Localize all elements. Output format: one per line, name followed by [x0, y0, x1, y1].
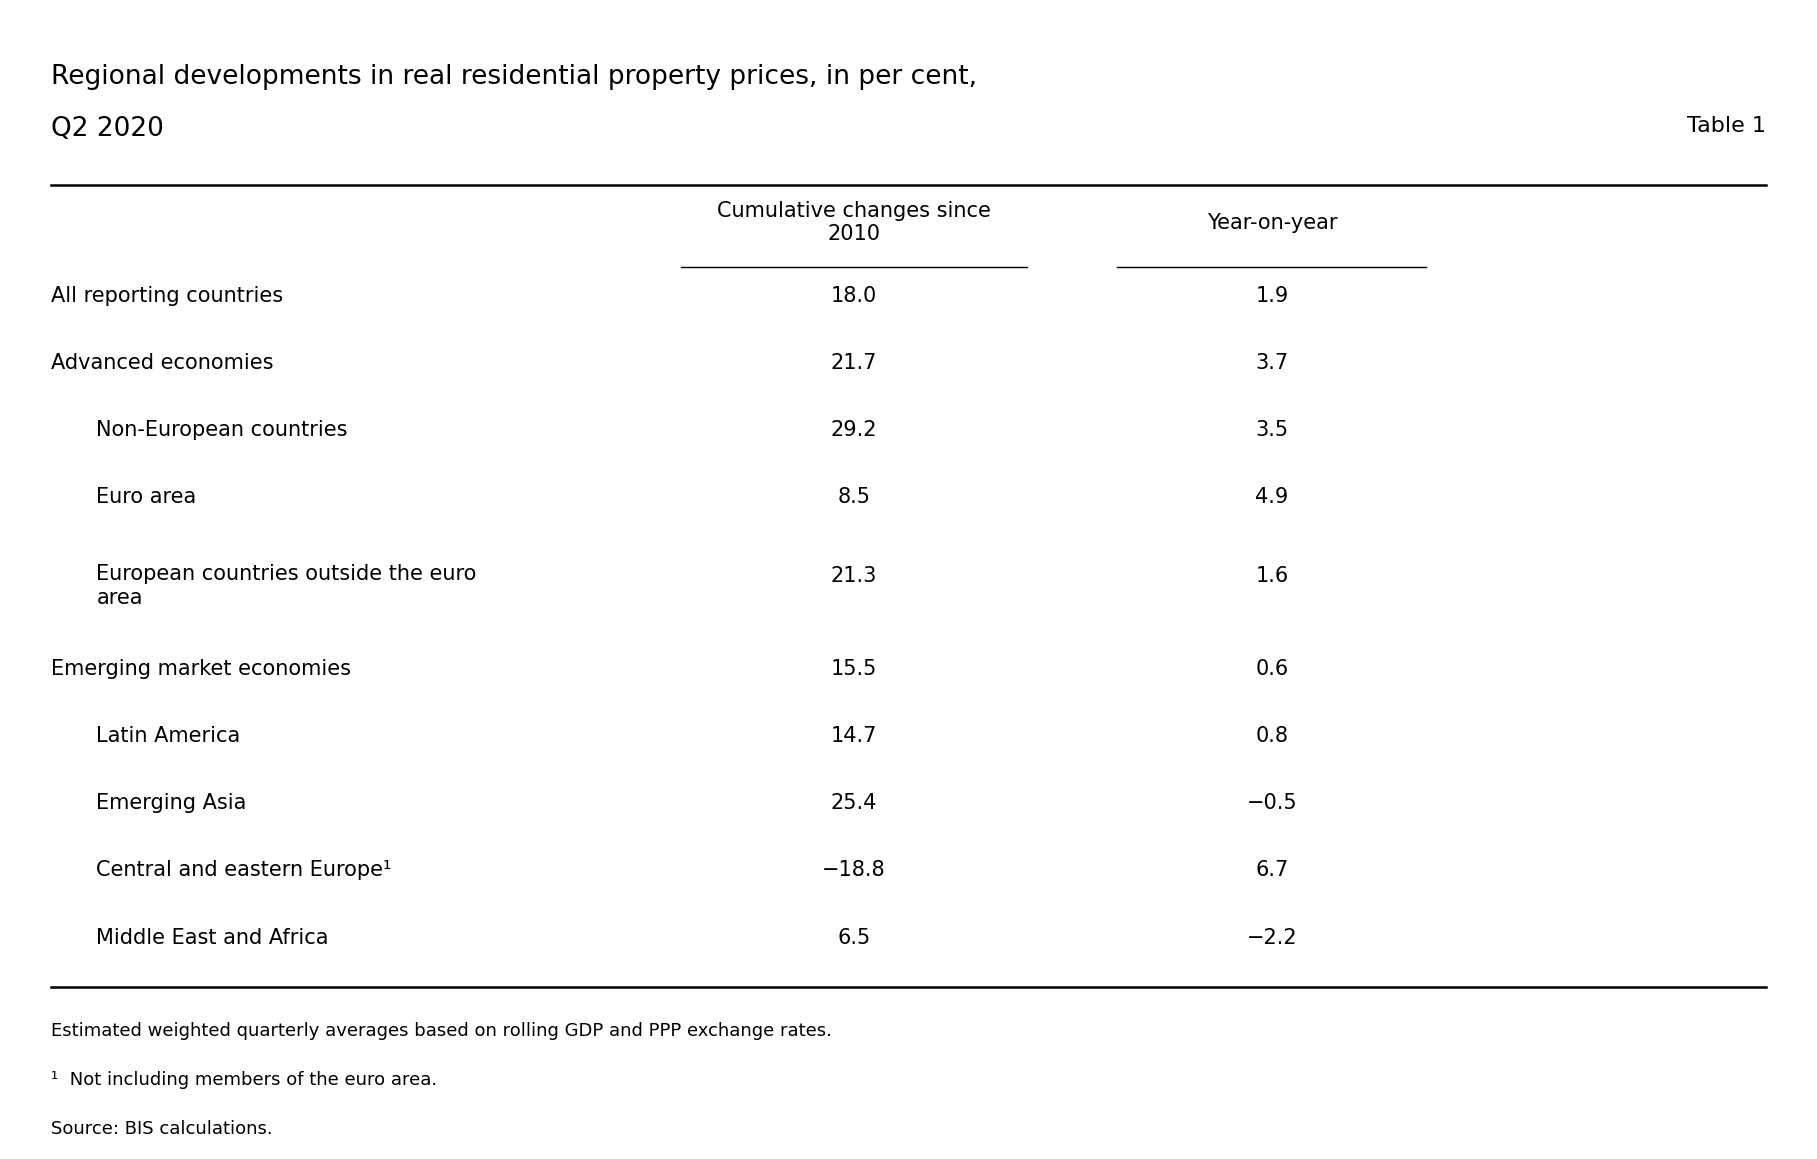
Text: All reporting countries: All reporting countries	[51, 285, 283, 306]
Text: −18.8: −18.8	[821, 860, 887, 881]
Text: 18.0: 18.0	[830, 285, 878, 306]
Text: 6.5: 6.5	[838, 927, 870, 948]
Text: Cumulative changes since
2010: Cumulative changes since 2010	[718, 201, 990, 245]
Text: 14.7: 14.7	[830, 726, 878, 746]
Text: 0.8: 0.8	[1256, 726, 1288, 746]
Text: ¹  Not including members of the euro area.: ¹ Not including members of the euro area…	[51, 1071, 438, 1089]
Text: Q2 2020: Q2 2020	[51, 116, 164, 141]
Text: −0.5: −0.5	[1246, 793, 1297, 814]
Text: Advanced economies: Advanced economies	[51, 352, 273, 373]
Text: Table 1: Table 1	[1688, 116, 1766, 136]
Text: 1.9: 1.9	[1256, 285, 1288, 306]
Text: 3.7: 3.7	[1256, 352, 1288, 373]
Text: Latin America: Latin America	[96, 726, 240, 746]
Text: 3.5: 3.5	[1256, 420, 1288, 440]
Text: Central and eastern Europe¹: Central and eastern Europe¹	[96, 860, 392, 881]
Text: Middle East and Africa: Middle East and Africa	[96, 927, 329, 948]
Text: 0.6: 0.6	[1256, 658, 1288, 679]
Text: Estimated weighted quarterly averages based on rolling GDP and PPP exchange rate: Estimated weighted quarterly averages ba…	[51, 1022, 832, 1041]
Text: European countries outside the euro
area: European countries outside the euro area	[96, 564, 476, 607]
Text: 29.2: 29.2	[830, 420, 878, 440]
Text: 21.3: 21.3	[830, 566, 878, 586]
Text: 21.7: 21.7	[830, 352, 878, 373]
Text: −2.2: −2.2	[1246, 927, 1297, 948]
Text: Non-European countries: Non-European countries	[96, 420, 347, 440]
Text: Regional developments in real residential property prices, in per cent,: Regional developments in real residentia…	[51, 64, 978, 89]
Text: 8.5: 8.5	[838, 487, 870, 508]
Text: 1.6: 1.6	[1256, 566, 1288, 586]
Text: Euro area: Euro area	[96, 487, 196, 508]
Text: Emerging Asia: Emerging Asia	[96, 793, 247, 814]
Text: Emerging market economies: Emerging market economies	[51, 658, 351, 679]
Text: Year-on-year: Year-on-year	[1206, 212, 1337, 233]
Text: 15.5: 15.5	[830, 658, 878, 679]
Text: Source: BIS calculations.: Source: BIS calculations.	[51, 1120, 273, 1138]
Text: 6.7: 6.7	[1256, 860, 1288, 881]
Text: 25.4: 25.4	[830, 793, 878, 814]
Text: 4.9: 4.9	[1256, 487, 1288, 508]
